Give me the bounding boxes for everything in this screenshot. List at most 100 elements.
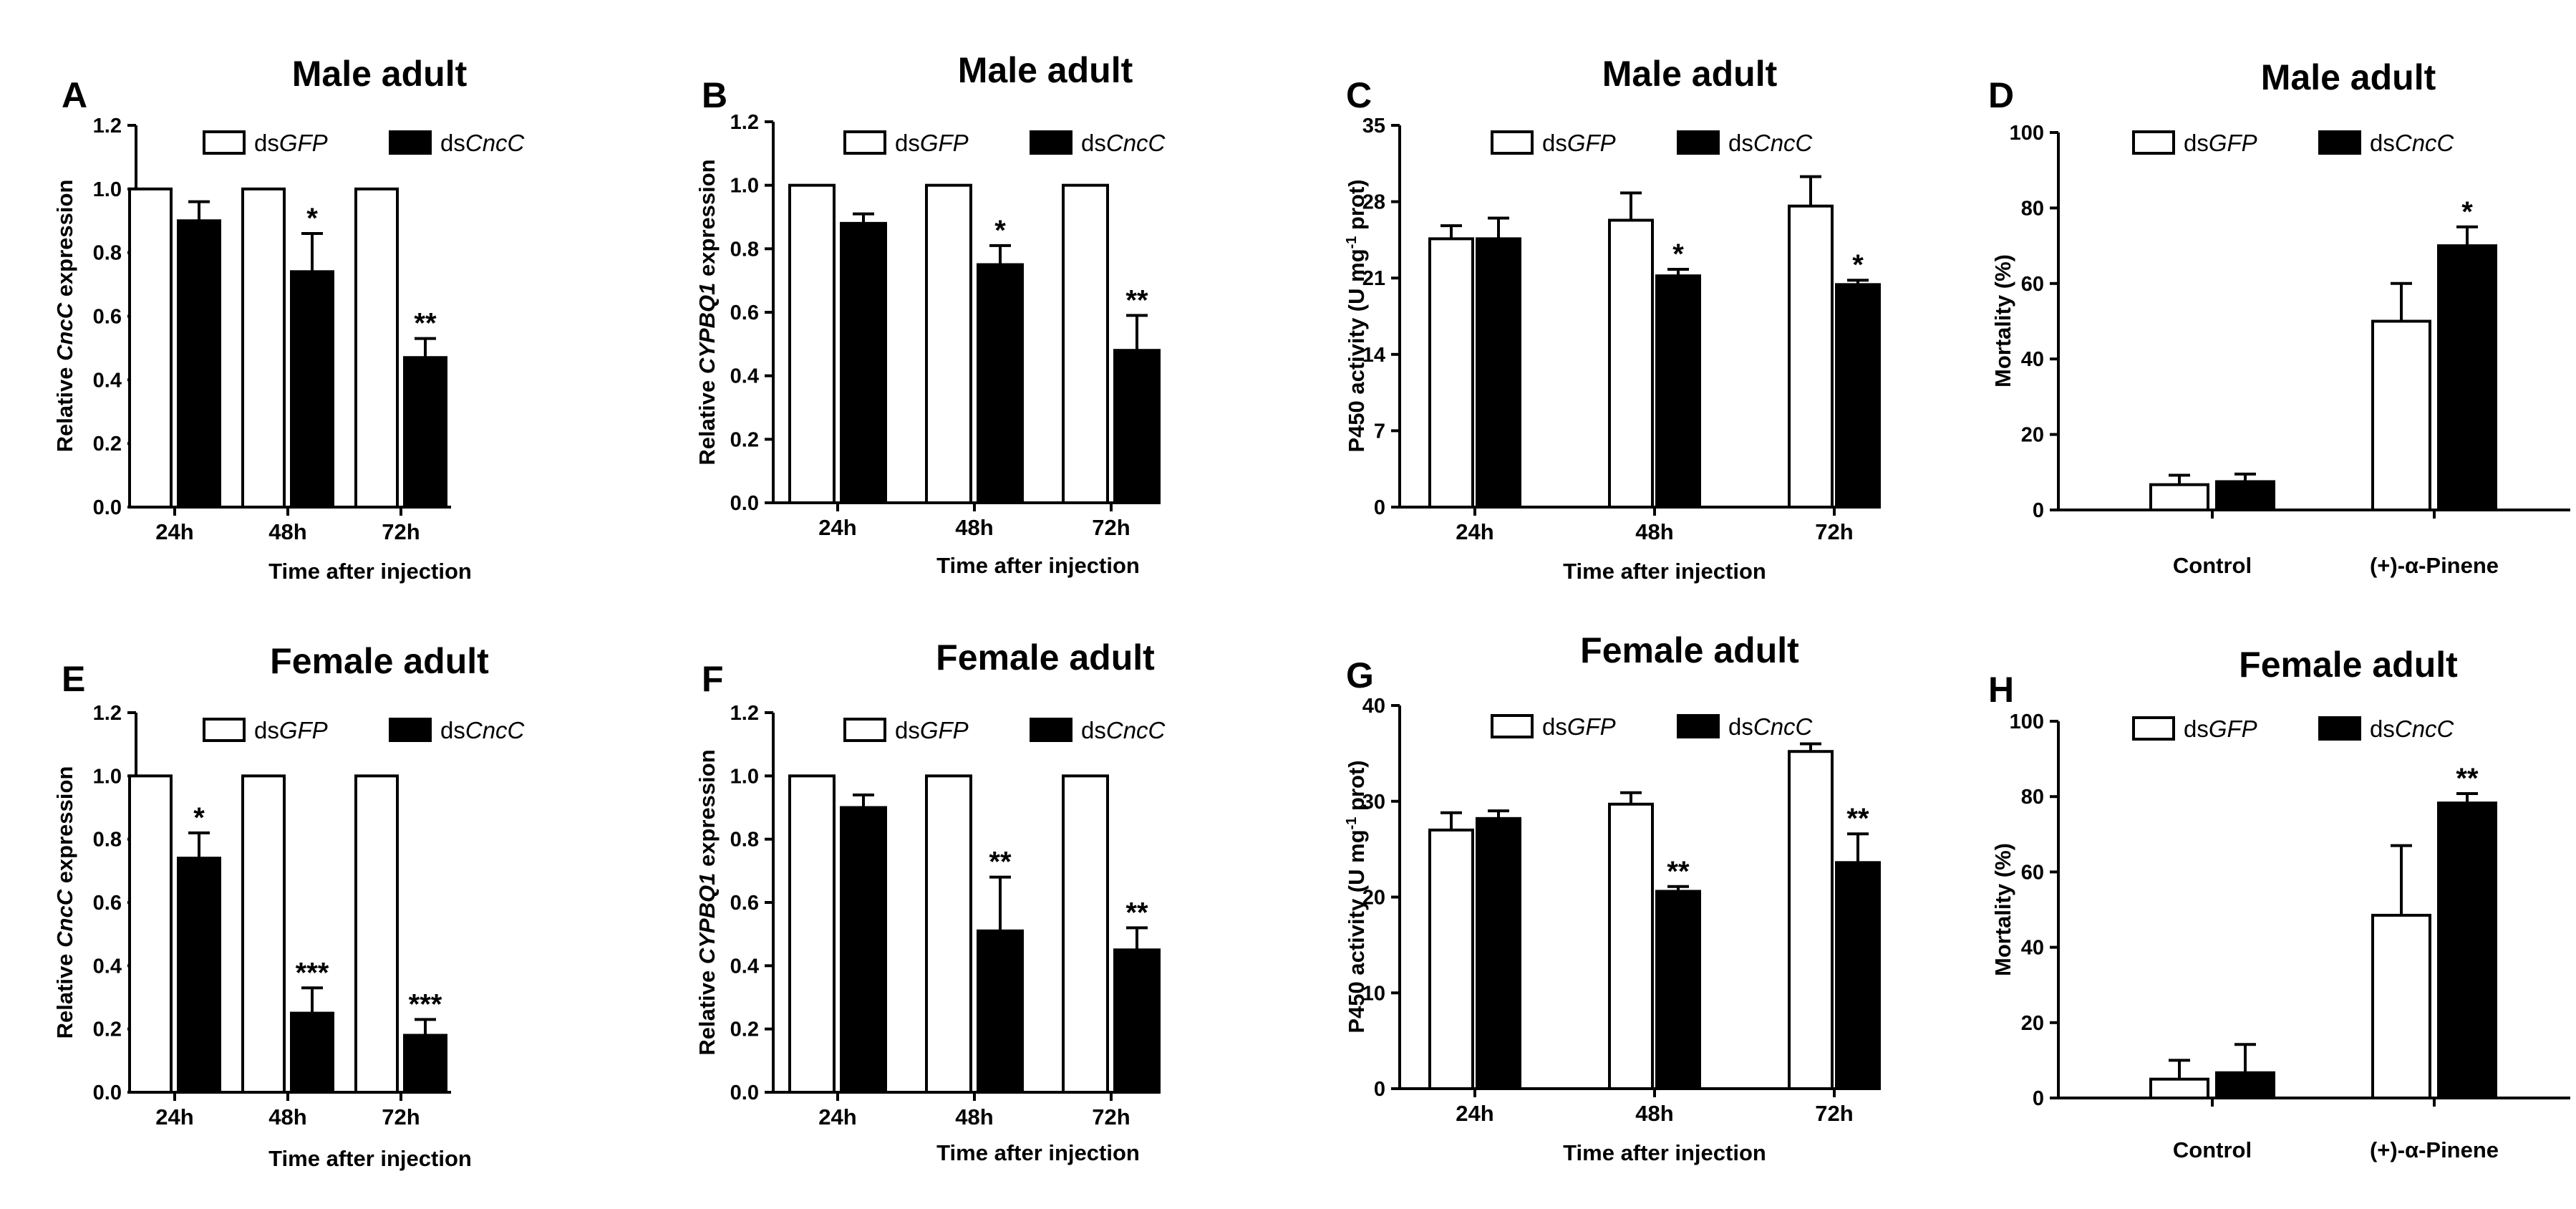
panel-letter: E xyxy=(62,659,85,699)
legend-swatch xyxy=(2132,716,2175,741)
x-axis-label: Time after injection xyxy=(936,553,1140,578)
bar xyxy=(128,187,173,509)
y-tick-label: 1.0 xyxy=(93,178,122,201)
significance-mark: *** xyxy=(296,957,329,988)
y-tick-label: 20 xyxy=(2021,1012,2044,1035)
bar xyxy=(1835,283,1881,509)
y-tick-label: 1.2 xyxy=(730,111,759,134)
y-tick-label: 0.4 xyxy=(730,365,759,388)
y-tick-label: 20 xyxy=(1362,887,1385,910)
y-tick-label: 40 xyxy=(2021,937,2044,960)
panel-e: E Female adult dsGFP dsCncC 0.0 0.2 0.4 0.6 0.8 1… xyxy=(52,641,526,1171)
y-tick-label: 0.6 xyxy=(93,306,122,329)
significance-mark: ** xyxy=(414,308,437,339)
x-tick-label: 24h xyxy=(1456,519,1493,544)
bar xyxy=(1608,218,1654,509)
chart-title: Female adult xyxy=(2239,645,2458,685)
legend-swatch xyxy=(843,718,886,742)
y-tick-label: 80 xyxy=(2021,786,2044,809)
significance-mark: * xyxy=(1672,239,1684,270)
legend-swatch xyxy=(1677,130,1720,155)
x-tick-label: 24h xyxy=(155,519,193,544)
x-tick-label: 24h xyxy=(818,515,856,540)
bar xyxy=(925,774,972,1094)
y-tick-label: 40 xyxy=(2021,348,2044,371)
y-axis-label: Relative CYPBQ1 expression xyxy=(694,749,720,1055)
panel-c: C Male adult dsGFP dsCncC 0 7 14 21 28 35 P450 act… xyxy=(1344,54,1881,584)
y-tick-label: 0 xyxy=(1374,496,1385,519)
bar xyxy=(354,187,399,509)
y-tick-label: 0.0 xyxy=(93,1082,122,1104)
legend-swatch xyxy=(389,130,432,155)
bar xyxy=(925,183,972,504)
y-tick-label: 28 xyxy=(1362,191,1385,214)
x-tick-label: Control xyxy=(2173,553,2252,578)
bar xyxy=(840,221,887,504)
x-tick-label: 48h xyxy=(955,1104,993,1129)
bar xyxy=(241,187,286,509)
y-tick-label: 1.2 xyxy=(93,115,122,138)
legend-swatch xyxy=(2132,130,2175,155)
significance-mark: ** xyxy=(1846,803,1869,834)
legend-label: dsGFP xyxy=(254,130,328,156)
legend-swatch xyxy=(843,130,886,155)
legend: dsGFP dsCncC xyxy=(2132,130,2455,156)
significance-mark: ** xyxy=(2456,763,2479,794)
bar xyxy=(1428,237,1474,509)
legend: dsGFP dsCncC xyxy=(843,717,1166,743)
bar xyxy=(1113,948,1161,1094)
x-tick-label: 72h xyxy=(1815,519,1853,544)
y-axis-label: Mortality (%) xyxy=(1990,254,2015,387)
panel-a: A Male adult dsGFP dsCncC 0.0 0.2 0.4 0.6 0.8 1.0… xyxy=(52,54,526,584)
bar xyxy=(2215,480,2275,511)
legend-label: dsGFP xyxy=(2184,716,2257,742)
y-tick-label: 0 xyxy=(1374,1078,1385,1101)
x-tick-label: 48h xyxy=(1635,1101,1673,1126)
significance-mark: * xyxy=(193,802,205,834)
bar xyxy=(1788,204,1834,509)
x-axis-label: Time after injection xyxy=(936,1140,1140,1165)
significance-mark: * xyxy=(2461,196,2473,228)
x-axis-label: Time after injection xyxy=(1563,1140,1766,1165)
y-axis-label: Relative CncC expression xyxy=(52,766,77,1039)
x-axis-label: Time after injection xyxy=(268,559,472,584)
x-axis-label: Time after injection xyxy=(1563,559,1766,584)
significance-mark: ** xyxy=(1125,897,1148,928)
chart-title: Female adult xyxy=(936,637,1155,678)
x-tick-label: 48h xyxy=(268,1104,306,1129)
bar xyxy=(177,219,221,509)
y-tick-label: 100 xyxy=(2010,711,2044,733)
y-tick-label: 100 xyxy=(2010,122,2044,145)
x-axis-label: Time after injection xyxy=(268,1146,472,1171)
x-tick-label: 72h xyxy=(1815,1101,1853,1126)
y-tick-label: 0.8 xyxy=(730,829,759,852)
legend-label: dsGFP xyxy=(895,130,969,156)
y-tick-label: 1.0 xyxy=(730,175,759,198)
y-tick-label: 20 xyxy=(2021,424,2044,447)
bar xyxy=(2371,319,2431,511)
y-tick-label: 0.0 xyxy=(730,1082,759,1104)
y-tick-label: 0.8 xyxy=(730,238,759,261)
y-tick-label: 0 xyxy=(2033,499,2044,522)
panel-g: G Female adult dsGFP dsCncC 0 10 20 30 40 P450 ac… xyxy=(1344,630,1881,1165)
legend: dsGFP dsCncC xyxy=(1491,130,1814,156)
panel-f: F Female adult dsGFP dsCncC 0.0 0.2 0.4 0.6 0.8 1… xyxy=(694,637,1166,1165)
x-tick-label: 48h xyxy=(268,519,306,544)
y-tick-label: 0.2 xyxy=(93,433,122,456)
significance-mark: ** xyxy=(1667,856,1690,887)
bar xyxy=(977,929,1024,1094)
y-tick-label: 0 xyxy=(2033,1087,2044,1110)
legend-swatch xyxy=(1677,714,1720,738)
y-tick-label: 1.0 xyxy=(730,765,759,788)
bar xyxy=(1835,861,1881,1090)
y-tick-label: 1.2 xyxy=(730,702,759,725)
y-tick-label: 0.2 xyxy=(730,1018,759,1041)
y-tick-label: 0.6 xyxy=(93,892,122,915)
y-axis-label: Relative CncC expression xyxy=(52,180,77,453)
legend-label: dsCncC xyxy=(2370,130,2455,156)
bar xyxy=(1788,750,1834,1090)
bar xyxy=(403,1034,447,1094)
legend-label: dsCncC xyxy=(2370,716,2455,742)
legend-label: dsGFP xyxy=(254,717,328,743)
legend-swatch xyxy=(1491,130,1534,155)
